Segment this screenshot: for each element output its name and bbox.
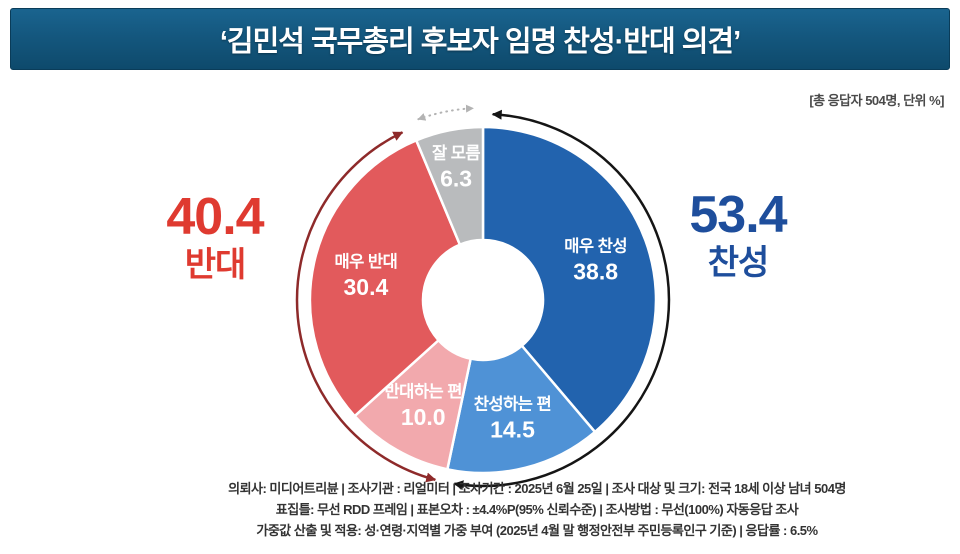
favor-summary: 53.4 찬성 (653, 188, 823, 284)
group-arc-2 (295, 131, 437, 483)
segment-label: 찬성하는 편 (474, 394, 551, 413)
segment-value: 6.3 (440, 166, 472, 192)
respondents-note: [총 응답자 504명, 단위 %] (809, 93, 944, 108)
group-arc-1 (453, 109, 671, 491)
methodology-line-3: 가중값 산출 및 적용: 성·연령·지역별 가중 부여 (2025년 4월 말 … (256, 523, 818, 538)
oppose-summary: 40.4 반대 (130, 190, 300, 286)
title-banner: ‘김민석 국무총리 후보자 임명 찬성·반대 의견’ (10, 8, 950, 70)
segment-label: 반대하는 편 (384, 382, 461, 401)
oppose-total-label: 반대 (184, 246, 247, 284)
donut-segment-1 (481, 125, 658, 434)
segment-label: 매우 반대 (334, 252, 397, 271)
segment-label: 매우 찬성 (564, 237, 627, 256)
favor-total-value: 53.4 (689, 186, 787, 244)
segment-value: 30.4 (344, 274, 389, 300)
segment-value: 38.8 (573, 259, 618, 285)
favor-total-label: 찬성 (707, 244, 770, 282)
oppose-total-value: 40.4 (166, 188, 264, 246)
methodology-footer: 의뢰사: 미디어트리뷴 | 조사기관 : 리얼미터 | 조사기간 : 2025년… (0, 478, 960, 541)
methodology-line-1: 의뢰사: 미디어트리뷴 | 조사기관 : 리얼미터 | 조사기간 : 2025년… (228, 481, 846, 496)
page-title: ‘김민석 국무총리 후보자 임명 찬성·반대 의견’ (219, 26, 741, 58)
segment-value: 14.5 (490, 416, 535, 442)
segment-value: 10.0 (401, 404, 446, 430)
donut-segment-5 (414, 125, 485, 247)
methodology-line-2: 표집틀: 무선 RDD 프레임 | 표본오차 : ±4.4%P(95% 신뢰수준… (275, 502, 799, 517)
segment-label: 잘 모름 (432, 143, 480, 163)
donut-chart: 매우 찬성 38.8 찬성하는 편 14.5 반대하는 편 10.0 매우 반대 30.4 잘 … (295, 104, 671, 491)
donut-segment-4 (308, 138, 462, 418)
group-arc-3 (417, 104, 474, 121)
donut-segment-2 (445, 343, 597, 475)
